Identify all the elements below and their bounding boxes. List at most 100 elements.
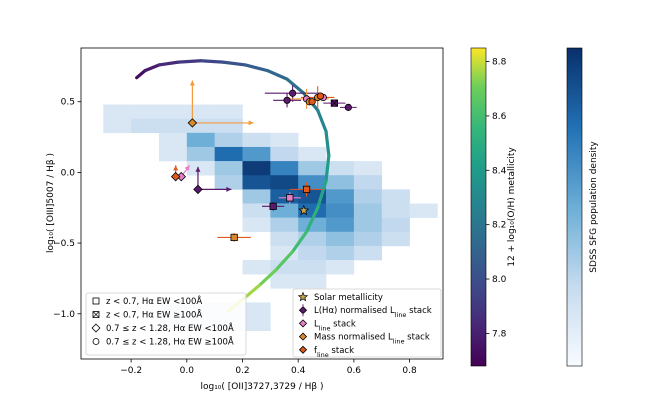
density-cell — [326, 217, 355, 233]
metallicity-track — [135, 59, 331, 313]
density-colorbar: SDSS SFG population density — [566, 47, 599, 367]
density-cell — [381, 231, 410, 247]
track-segment — [157, 60, 181, 67]
density-cell — [214, 104, 243, 119]
density-cell — [326, 161, 355, 176]
data-point — [298, 204, 310, 216]
legend-stack-subscript: line — [317, 351, 329, 359]
legend-symbol-label: 0.7 ≤ z < 1.28, Hα EW ≥100Å — [106, 336, 234, 348]
colorbar-tick-label: 8.6 — [492, 112, 507, 122]
density-cell — [298, 260, 327, 275]
x-tick-label: 0.0 — [180, 366, 195, 376]
density-cell — [270, 161, 299, 176]
legend-stack-tail: stack — [330, 319, 355, 329]
density-cell — [353, 161, 383, 176]
metallicity-colorbar: 7.8 8.0 8.2 8.4 8.6 8.8 12 + log₁₀(O/H) metal… — [470, 47, 517, 367]
legend-stack-subscript: line — [393, 338, 405, 346]
density-cell — [298, 245, 327, 261]
data-point — [308, 98, 316, 106]
data-points — [170, 89, 352, 242]
density-cell — [270, 189, 299, 204]
density-cell — [158, 118, 188, 134]
density-cell — [326, 175, 355, 190]
colorbar-tick-label: 8.4 — [492, 166, 507, 176]
density-cell — [242, 132, 271, 148]
track-segment — [257, 268, 278, 288]
colorbar-tick-label: 8.0 — [492, 275, 507, 285]
density-cell — [298, 274, 327, 289]
plot-frame — [80, 47, 444, 360]
track-segment — [143, 63, 161, 73]
x-axis-label: log₁₀( [OII]3727,3729 / Hβ ) — [200, 382, 323, 392]
track-segment — [199, 59, 225, 64]
density-cell — [270, 203, 299, 218]
track-segment — [291, 230, 309, 254]
legend-stack-tail: stack — [329, 346, 354, 356]
colorbar-tick-label: 8.2 — [492, 221, 506, 231]
legend-symbol-marker-cross — [92, 311, 100, 318]
data-point — [344, 103, 352, 111]
legend-stack-tail: stack — [406, 306, 431, 316]
data-point — [302, 185, 311, 193]
y-axis-label: log₁₀( [OIII]5007 / Hβ ) — [46, 153, 56, 253]
track-segment — [304, 206, 320, 234]
legend-symbol-marker — [91, 323, 101, 333]
density-cell — [298, 161, 327, 176]
legend-stack-label: Solar metallicity — [314, 293, 383, 303]
track-segment — [285, 77, 306, 95]
x-axis-ticks: −0.2 0.0 0.2 0.4 0.6 0.8 — [120, 359, 417, 376]
legend-stack-marker — [297, 291, 309, 302]
x-tick-label: 0.8 — [402, 366, 417, 376]
legend-stack-marker — [298, 319, 308, 328]
arrow-head — [189, 80, 195, 86]
density-cell — [242, 161, 271, 176]
data-point — [283, 96, 291, 104]
legend-symbol-label: z < 0.7, Hα EW ≥100Å — [106, 309, 202, 321]
density-cell — [242, 316, 271, 332]
colorbar-tick-label: 8.8 — [492, 58, 507, 68]
x-tick-label: 0.4 — [291, 366, 306, 376]
density-cell — [381, 203, 410, 218]
data-point — [170, 171, 181, 182]
track-segment — [265, 69, 289, 81]
density-cell — [326, 245, 355, 261]
track-segment — [274, 249, 295, 272]
density-cell — [409, 203, 438, 218]
density-cell — [103, 104, 132, 119]
density-cell — [242, 189, 271, 204]
density-cell — [186, 132, 215, 148]
density-cell — [214, 146, 243, 162]
legend-stack-marker — [298, 332, 308, 341]
density-cell — [242, 302, 271, 317]
data-point — [289, 89, 297, 97]
arrow-head — [184, 165, 190, 171]
legend-stack-subscript: line — [395, 311, 407, 319]
metallicity-colorbar-label: 12 + log₁₀(O/H) metallicity — [507, 147, 517, 267]
legend-symbol-label: z < 0.7, Hα EW <100Å — [106, 295, 202, 307]
track-segment — [243, 63, 270, 73]
density-colorbar-label: SDSS SFG population density — [589, 141, 599, 273]
x-tick-label: −0.2 — [120, 366, 142, 376]
density-cell — [214, 118, 243, 134]
arrow-head — [248, 120, 254, 126]
density-cell — [214, 161, 243, 176]
density-cell — [158, 146, 188, 162]
data-point — [187, 118, 198, 128]
density-cell — [186, 161, 215, 176]
density-cell — [353, 231, 383, 247]
legend-stack-subscript: line — [319, 324, 331, 332]
legend-symbol-label: 0.7 ≤ z < 1.28, Hα EW <100Å — [106, 322, 234, 334]
density-cell — [298, 175, 327, 190]
density-cell — [242, 146, 271, 162]
legend-stack-tail: stack — [404, 333, 429, 343]
density-cell — [270, 175, 299, 190]
track-segment — [221, 60, 247, 67]
y-tick-label: 0.0 — [61, 168, 76, 178]
density-cell — [214, 132, 243, 148]
x-tick-label: 0.6 — [347, 366, 362, 376]
legend-stack-marker — [298, 345, 308, 354]
density-cell — [158, 104, 188, 119]
legend-symbol-marker — [92, 311, 100, 318]
data-point — [230, 233, 238, 242]
track-segment — [316, 108, 328, 134]
